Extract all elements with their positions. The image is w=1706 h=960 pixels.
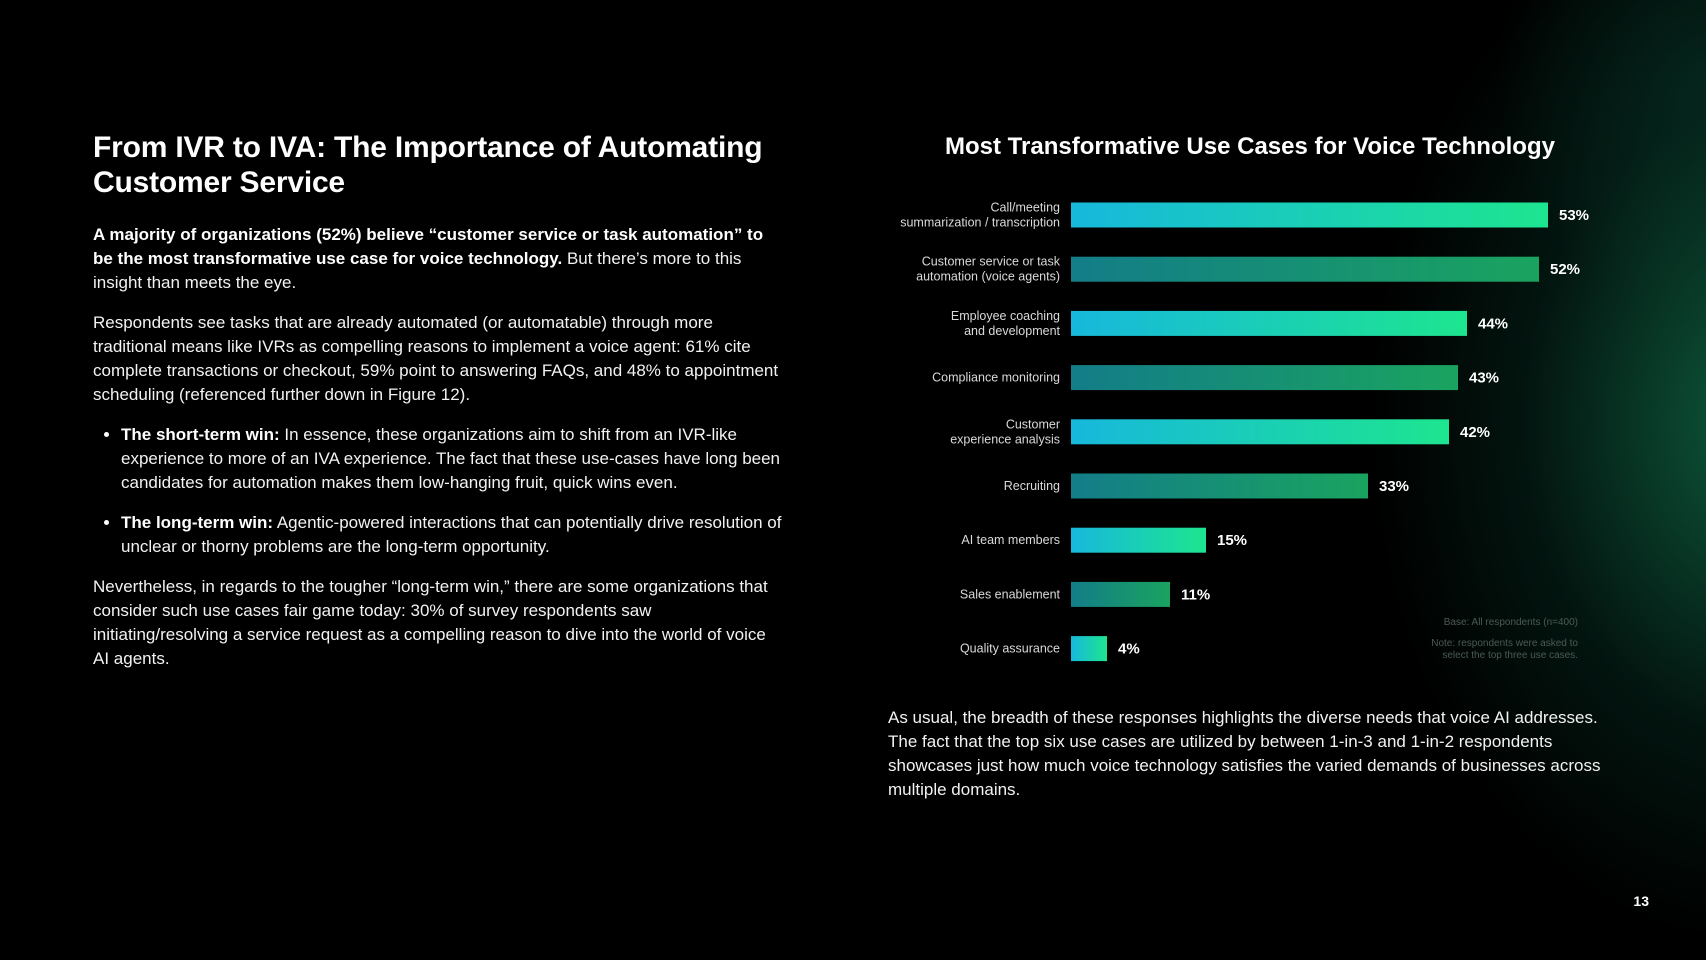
value-label-9: 4% [1118,641,1140,658]
category-label-3-line-1: Employee coaching [951,309,1060,323]
category-label-1-line-2: summarization / transcription [900,216,1060,230]
chart-base-note: Base: All respondents (n=400) [1443,617,1578,628]
chart-note-line-1: Note: respondents were asked to [1431,638,1578,649]
body-paragraph-3: Nevertheless, in regards to the tougher … [93,577,768,668]
category-label-1-line-1: Call/meeting [991,201,1061,215]
category-label-6: Recruiting [1004,479,1060,493]
bar-3 [1071,310,1467,336]
bar-2 [1071,256,1539,282]
bullet-long-term-title: The long-term win: [121,513,274,532]
value-label-7: 15% [1217,532,1247,549]
bullet-short-term: The short-term win: In essence, these or… [121,423,783,495]
category-label-2-line-2: automation (voice agents) [916,270,1060,284]
bullet-long-term: The long-term win: Agentic-powered inter… [121,511,783,559]
category-label-2-line-1: Customer service or task [922,255,1061,269]
bar-1 [1071,202,1548,228]
category-label-3-line-2: and development [964,324,1060,338]
bar-4 [1071,365,1458,391]
page-title: From IVR to IVA: The Importance of Autom… [93,131,763,199]
page-number: 13 [1633,893,1649,909]
bottom-paragraph: As usual, the breadth of these responses… [888,708,1601,799]
value-label-3: 44% [1478,315,1508,332]
bullet-long-term-text: Agentic-powered interactions that can po… [121,513,782,556]
intro-paragraph: A majority of organizations (52%) believ… [93,223,783,295]
category-label-5-line-1: Customer [1006,417,1060,431]
chart-title: Most Transformative Use Cases for Voice … [945,133,1555,160]
value-label-8: 11% [1181,586,1210,603]
category-label-8: Sales enablement [960,587,1061,601]
bar-5 [1071,419,1449,445]
left-column: From IVR to IVA: The Importance of Autom… [93,130,783,671]
bar-8 [1071,581,1170,607]
value-label-1: 53% [1559,207,1589,224]
intro-bold-text: A majority of organizations (52%) believ… [93,225,764,268]
body-paragraph-2: Respondents see tasks that are already a… [93,313,779,404]
bar-7 [1071,527,1206,553]
chart-note: Note: respondents were asked to select t… [1431,638,1578,662]
value-label-4: 43% [1469,370,1499,387]
value-label-2: 52% [1550,261,1580,278]
value-label-5: 42% [1460,424,1490,441]
value-label-6: 33% [1379,478,1409,495]
category-label-9: Quality assurance [960,642,1060,656]
bar-9 [1071,636,1107,662]
bullet-list: The short-term win: In essence, these or… [93,423,783,559]
bullet-short-term-title: The short-term win: [121,425,280,444]
bar-6 [1071,473,1368,499]
intro-rest-text: But there’s more to this insight than me… [93,249,742,292]
category-label-5-line-2: experience analysis [950,432,1060,446]
bullet-short-term-text: In essence, these organizations aim to s… [121,425,781,492]
chart-note-line-2: select the top three use cases. [1442,650,1578,661]
category-label-7: AI team members [961,533,1060,547]
category-label-4: Compliance monitoring [932,371,1060,385]
